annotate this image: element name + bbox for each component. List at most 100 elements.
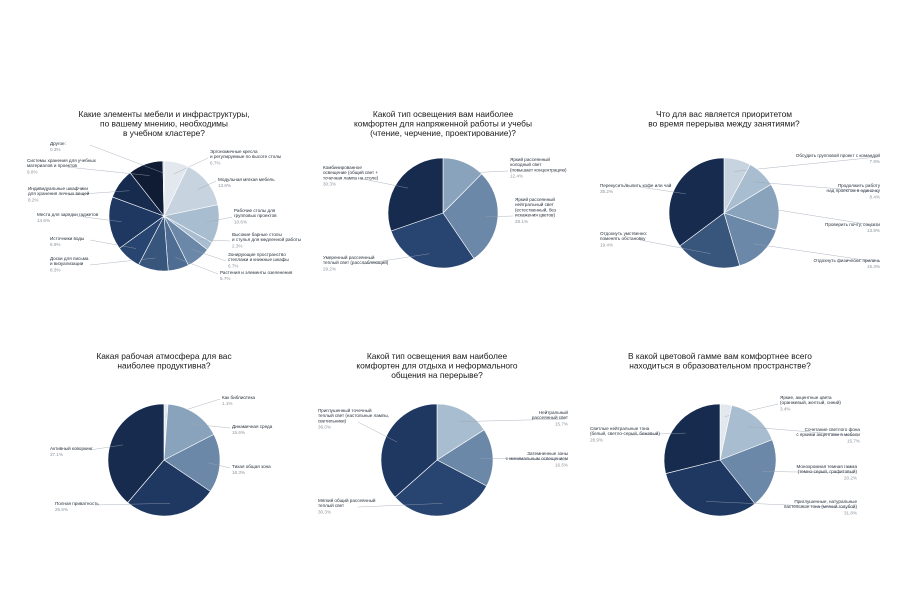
slice-label: Сочетание светлого фона с яркими акцентам… — [796, 427, 860, 437]
slice-label: Умеренный рассеянный теплый свет (расслаб… — [323, 254, 389, 265]
leader-line — [199, 239, 231, 242]
leader-line — [457, 418, 567, 422]
slice-label: Как библиотека — [222, 395, 256, 400]
slice-label: Зонирующие пространство стеллажи и книжны… — [228, 252, 289, 262]
slice-label: Нейтральный рассеянный свет — [532, 409, 569, 420]
leader-line — [94, 503, 170, 506]
pie-chart-1: Какие элементы мебели и инфраструктуры, п… — [27, 109, 301, 281]
leader-line — [766, 208, 879, 227]
pie-slice — [442, 173, 499, 259]
slice-percent: 7.9% — [870, 159, 880, 164]
pie-slice — [665, 459, 756, 517]
slice-percent: 15.6% — [232, 430, 245, 435]
leader-line — [173, 157, 209, 175]
slice-label: Яркие, акцентные цвета (оранжевый, желтый… — [780, 395, 841, 405]
slice-percent: 13.6% — [218, 183, 231, 188]
pie-slice — [436, 429, 494, 487]
slice-percent: 5.7% — [220, 276, 230, 281]
chart-title: Какой тип освещения вам наиболее комфорте… — [356, 351, 518, 380]
leader-line — [459, 170, 509, 174]
slice-percent: 6.7% — [228, 263, 238, 268]
leader-line — [480, 457, 567, 461]
leader-line — [67, 190, 130, 196]
pie-slice — [127, 459, 211, 517]
pie-slice — [107, 403, 165, 504]
slice-label: Продолжить работу над проектом в одиночку — [827, 183, 881, 193]
pie-slice — [719, 439, 777, 505]
pie-chart-3: Что для вас является приоритетом во время… — [600, 109, 881, 269]
slice-percent: 36.0% — [318, 425, 331, 430]
slice-label: Приглушенный точечный теплый свет (настол… — [318, 407, 389, 423]
slice-label: Доски для письма и визуализации — [50, 256, 89, 266]
leader-line — [89, 257, 156, 266]
pie-slice — [387, 157, 444, 232]
leader-line — [206, 216, 233, 223]
leader-line — [362, 253, 430, 265]
slice-label: Светлые нейтральные тона (белый, светло-с… — [590, 425, 660, 436]
leader-line — [762, 471, 856, 474]
slice-percent: 8.4% — [870, 194, 880, 199]
slice-percent: 19.4% — [600, 242, 613, 247]
leader-line — [639, 239, 711, 254]
slice-label: Индивидуальные шкафчики для хранения личн… — [28, 186, 90, 196]
slice-percent: 14.6% — [37, 218, 50, 223]
slice-label: Модульная мягкая мебель — [218, 177, 275, 182]
leader-line — [197, 180, 217, 190]
chart-title: Что для вас является приоритетом во время… — [648, 109, 800, 129]
pie-slice — [163, 403, 215, 461]
leader-line — [89, 239, 137, 249]
slice-percent: 25.6% — [55, 507, 68, 512]
slice-label: Затемненные зоны с минимальным освещением — [506, 451, 568, 461]
slice-label: Системы хранения для учебных материалов и… — [27, 158, 97, 168]
pie-chart-4: Какая рабочая атмосфера для вас наиболее … — [50, 351, 273, 517]
slice-percent: 10.6% — [234, 219, 247, 224]
leader-line — [175, 257, 219, 275]
slice-percent: 8.3% — [50, 267, 60, 272]
pie-slice — [390, 212, 475, 269]
slice-label: Полная приватность — [55, 501, 99, 506]
slice-percent: 37.1% — [50, 452, 63, 457]
pie-slice — [380, 403, 438, 498]
slice-label: Перекусить/выпить кофе или чай — [600, 182, 672, 188]
slice-percent: 35.2% — [600, 189, 613, 194]
slice-percent: 30.3% — [323, 182, 336, 187]
chart-title: Какие элементы мебели и инфраструктуры, п… — [78, 109, 249, 138]
slice-label: Монохромная темная гамма (темно-серый, гр… — [796, 464, 857, 474]
slice-percent: 9.6% — [27, 169, 37, 174]
leader-line — [362, 178, 409, 189]
slice-percent: 6.7% — [210, 160, 220, 165]
slice-percent: 0.3% — [50, 147, 60, 152]
leader-line — [734, 156, 879, 172]
leader-line — [748, 426, 859, 437]
slice-label: Мягкий общий рассеянный теплый свет — [318, 497, 376, 508]
slice-label: Приглушенные, натуральные пастельные тона… — [784, 499, 858, 509]
leader-line — [207, 462, 231, 469]
slice-percent: 1.1% — [222, 401, 232, 406]
slice-percent: 16.3% — [232, 470, 245, 475]
slice-percent: 29.2% — [323, 266, 336, 271]
slice-label: Высокие барные столы и стулья для медленн… — [232, 232, 301, 242]
leader-line — [357, 421, 398, 443]
leader-line — [357, 503, 443, 508]
slice-percent: 6.9% — [50, 242, 60, 247]
slice-label: Отдохнуть физически: прилечь — [814, 258, 881, 263]
slice-label: Растения и элементы озеленения — [220, 270, 293, 275]
slice-label: Яркий рассеянный холодный свет (повышает к… — [510, 156, 567, 172]
leader-line — [753, 243, 879, 263]
pie-slice — [162, 160, 165, 217]
slice-label: Эргономичные кресла и регулируемые по выс… — [210, 149, 281, 159]
pie-slice — [663, 403, 721, 474]
pie-slice — [723, 212, 777, 267]
leader-line — [89, 444, 124, 451]
slice-label: Динамичная среда — [232, 424, 273, 429]
pie-chart-6: В какой цветовой гамме вам комфортнее вс… — [590, 351, 860, 517]
pie-slice — [108, 196, 165, 249]
leader-line — [705, 501, 856, 509]
slice-percent: 20.2% — [844, 475, 857, 480]
slice-label: Обсудить групповой проект с командой — [796, 152, 881, 158]
slice-percent: 15.7% — [555, 421, 568, 426]
pie-slice — [163, 166, 219, 217]
slice-percent: 28.9% — [590, 437, 603, 442]
chart-title: Какой тип освещения вам наиболее комфорте… — [354, 109, 532, 138]
